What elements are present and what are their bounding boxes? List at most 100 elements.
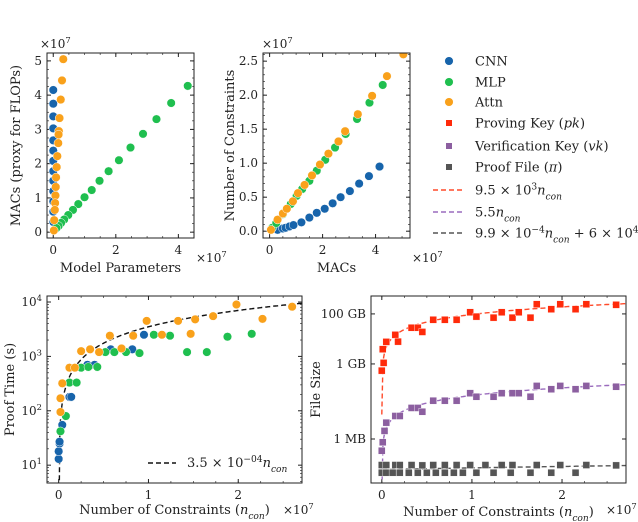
panel-legend: 3.5 × 10−04ncon: [148, 455, 288, 475]
text-segment: n: [564, 505, 572, 520]
data-point: [452, 396, 461, 405]
x-tick-label: 1: [145, 488, 153, 502]
data-point: [94, 347, 104, 357]
x-tick-label: 0: [378, 488, 386, 502]
data-point: [190, 314, 200, 324]
data-point: [364, 171, 374, 181]
x-axis-label: Model Parameters: [60, 261, 181, 276]
data-point: [526, 393, 535, 401]
x-tick-label: 2: [319, 243, 327, 257]
text-segment: Number of Constraints (: [403, 505, 564, 520]
data-point: [94, 176, 105, 186]
data-point: [50, 205, 60, 215]
legend-label: Proof File (π): [475, 161, 562, 176]
data-point: [55, 426, 66, 436]
y-tick-label: 5: [34, 54, 42, 68]
data-point: [353, 109, 363, 119]
text-segment: ×10: [262, 37, 287, 51]
x-tick-label: 0: [49, 243, 57, 257]
text-segment: vk: [588, 140, 603, 155]
data-point: [418, 461, 427, 470]
y-axis-label: Number of Constraints: [223, 70, 238, 222]
data-point: [582, 382, 591, 390]
legend-item: Verification Key (vk): [446, 140, 609, 155]
text-segment: MACs (proxy for FLOPs): [9, 65, 24, 226]
text-segment: n: [537, 184, 545, 199]
data-point: [407, 404, 416, 412]
data-point: [53, 138, 63, 148]
y-tick-label: 0.0: [239, 224, 258, 238]
data-point: [506, 468, 515, 477]
y-tick-label: 1.5: [239, 122, 258, 136]
x-tick-label: 2: [234, 488, 242, 502]
y-tick-label: 0: [34, 225, 42, 239]
data-point: [382, 71, 392, 81]
data-point: [48, 85, 58, 95]
data-point: [441, 316, 449, 324]
axes-frame: [46, 295, 303, 484]
data-point: [472, 468, 481, 477]
legend-item: 9.9 × 10−4ncon + 6 × 104: [433, 226, 638, 246]
data-point: [138, 129, 148, 139]
x-axis-label: Number of Constraints (ncon): [79, 503, 270, 522]
y-tick-label: 102: [21, 402, 42, 418]
data-point: [367, 91, 377, 101]
data-point: [497, 389, 506, 397]
y-tick-label: 2.0: [239, 88, 258, 102]
data-point: [54, 454, 64, 464]
data-point: [52, 162, 62, 172]
data-point: [52, 151, 62, 161]
data-point: [282, 204, 292, 214]
data-point: [556, 461, 564, 469]
data-point: [340, 126, 350, 136]
data-point: [612, 301, 620, 309]
data-point: [51, 182, 61, 192]
text-segment: 3.5 × 10: [187, 456, 243, 471]
legend-label: 5.5ncon: [475, 206, 521, 225]
data-point: [429, 461, 437, 469]
legend-item: Attn: [444, 96, 504, 111]
data-point: [183, 81, 193, 91]
fit-line: [58, 302, 302, 483]
text-segment: ): [589, 505, 594, 520]
data-point: [247, 329, 257, 339]
text-segment: ×10: [412, 251, 437, 265]
fit-line: [381, 302, 626, 415]
data-point: [423, 468, 431, 477]
series-attn: [55, 299, 297, 417]
text-segment: con: [546, 193, 563, 203]
legend-label: Attn: [474, 96, 504, 111]
data-point: [407, 324, 416, 332]
legend-item: 9.5 × 103ncon: [433, 183, 562, 203]
legend-circle-icon: [444, 77, 454, 87]
text-segment: con: [553, 236, 570, 246]
axes-frame: [262, 52, 411, 239]
data-point: [441, 396, 449, 405]
data-point: [186, 329, 196, 339]
data-point: [304, 213, 314, 223]
x-axis-label: MACs: [317, 261, 356, 276]
data-point: [125, 143, 136, 153]
data-point: [418, 408, 427, 416]
axis-multiplier: ×107: [40, 35, 71, 51]
data-point: [222, 332, 233, 342]
text-segment: con: [271, 465, 288, 475]
data-point: [382, 461, 391, 469]
y-tick-label: 100 GB: [321, 307, 366, 321]
data-point: [382, 468, 391, 477]
data-point: [378, 366, 386, 375]
text-segment: ×10: [40, 37, 65, 51]
legend-item: 5.5ncon: [433, 206, 521, 225]
chart-panel-2: 0 2 4 0.0 0.5 1.0 1.5 2.0 2.5 MACs Number of Const…: [223, 35, 443, 276]
legend-item: CNN: [444, 55, 508, 70]
series-attn: [266, 53, 408, 235]
data-point: [571, 385, 580, 393]
data-point: [312, 208, 322, 218]
text-segment: −4: [531, 226, 545, 236]
y-tick-label: 1: [34, 191, 42, 205]
data-point: [398, 53, 408, 59]
text-segment: ): [580, 117, 585, 132]
data-point: [173, 316, 183, 326]
data-point: [612, 383, 620, 391]
data-point: [51, 172, 61, 182]
